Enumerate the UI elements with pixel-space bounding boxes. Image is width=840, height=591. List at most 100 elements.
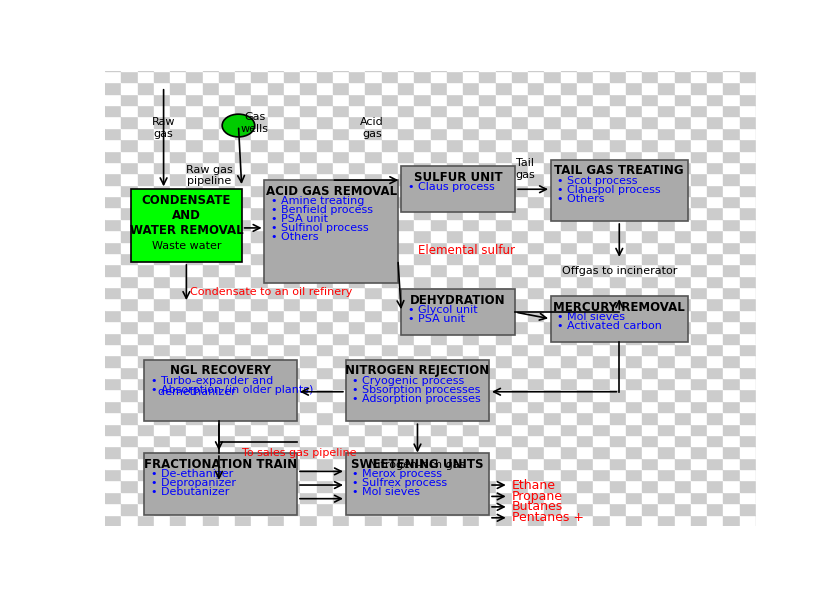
- Bar: [251, 151, 268, 162]
- Bar: [414, 275, 431, 287]
- Bar: [561, 116, 577, 128]
- Bar: [528, 196, 544, 207]
- Bar: [365, 71, 381, 82]
- Bar: [740, 424, 756, 435]
- Bar: [593, 116, 610, 128]
- Bar: [496, 230, 512, 242]
- Bar: [707, 457, 723, 469]
- Bar: [186, 48, 202, 60]
- Bar: [105, 105, 121, 116]
- Bar: [121, 151, 138, 162]
- Bar: [349, 60, 365, 71]
- Bar: [772, 469, 789, 480]
- Bar: [690, 321, 707, 333]
- Bar: [317, 219, 333, 230]
- Bar: [610, 492, 626, 504]
- Bar: [610, 139, 626, 151]
- Bar: [251, 446, 268, 457]
- Text: SWEETENING UNITS: SWEETENING UNITS: [351, 457, 484, 470]
- Bar: [740, 264, 756, 275]
- Circle shape: [222, 114, 255, 137]
- Bar: [154, 48, 171, 60]
- Bar: [723, 219, 740, 230]
- Bar: [723, 264, 740, 275]
- Bar: [251, 480, 268, 492]
- Bar: [690, 435, 707, 446]
- Bar: [317, 162, 333, 173]
- Bar: [284, 48, 301, 60]
- Bar: [431, 82, 447, 93]
- Bar: [675, 378, 690, 389]
- Bar: [317, 253, 333, 264]
- Bar: [544, 492, 561, 504]
- Bar: [138, 457, 154, 469]
- Text: CONDENSATE
AND
WATER REMOVAL: CONDENSATE AND WATER REMOVAL: [129, 194, 244, 237]
- Bar: [365, 151, 381, 162]
- Bar: [610, 264, 626, 275]
- Bar: [317, 504, 333, 515]
- Bar: [219, 413, 235, 424]
- Bar: [105, 446, 121, 457]
- Bar: [528, 275, 544, 287]
- Bar: [593, 469, 610, 480]
- Bar: [365, 298, 381, 310]
- Bar: [105, 355, 121, 366]
- Bar: [235, 344, 251, 355]
- Bar: [659, 480, 675, 492]
- Bar: [544, 128, 561, 139]
- Bar: [723, 366, 740, 378]
- Bar: [171, 207, 186, 219]
- Bar: [642, 424, 659, 435]
- Text: Waste water: Waste water: [152, 241, 221, 251]
- Bar: [365, 366, 381, 378]
- Bar: [268, 401, 284, 413]
- Bar: [528, 492, 544, 504]
- Bar: [414, 116, 431, 128]
- Bar: [480, 480, 496, 492]
- Bar: [381, 162, 398, 173]
- Bar: [349, 469, 365, 480]
- Bar: [772, 48, 789, 60]
- Bar: [251, 48, 268, 60]
- Bar: [772, 173, 789, 184]
- Bar: [268, 389, 284, 401]
- Bar: [219, 435, 235, 446]
- Bar: [772, 82, 789, 93]
- Bar: [756, 219, 772, 230]
- Bar: [414, 298, 431, 310]
- Bar: [398, 287, 414, 298]
- Bar: [561, 48, 577, 60]
- Bar: [268, 492, 284, 504]
- Bar: [365, 60, 381, 71]
- Bar: [381, 344, 398, 355]
- Bar: [480, 492, 496, 504]
- Bar: [642, 435, 659, 446]
- Text: DEHYDRATION: DEHYDRATION: [411, 294, 506, 307]
- Bar: [642, 389, 659, 401]
- Bar: [105, 219, 121, 230]
- Bar: [626, 378, 642, 389]
- Bar: [593, 105, 610, 116]
- Bar: [251, 230, 268, 242]
- Bar: [333, 469, 349, 480]
- Bar: [577, 275, 593, 287]
- Bar: [251, 71, 268, 82]
- Bar: [154, 93, 171, 105]
- Bar: [772, 151, 789, 162]
- Bar: [756, 469, 772, 480]
- Bar: [301, 492, 317, 504]
- Bar: [528, 230, 544, 242]
- Bar: [480, 105, 496, 116]
- Bar: [398, 378, 414, 389]
- Bar: [740, 82, 756, 93]
- Bar: [171, 424, 186, 435]
- Bar: [561, 230, 577, 242]
- Bar: [284, 366, 301, 378]
- Bar: [219, 105, 235, 116]
- Bar: [317, 48, 333, 60]
- Bar: [202, 60, 219, 71]
- Bar: [512, 162, 528, 173]
- Bar: [105, 275, 121, 287]
- Bar: [202, 128, 219, 139]
- Bar: [121, 128, 138, 139]
